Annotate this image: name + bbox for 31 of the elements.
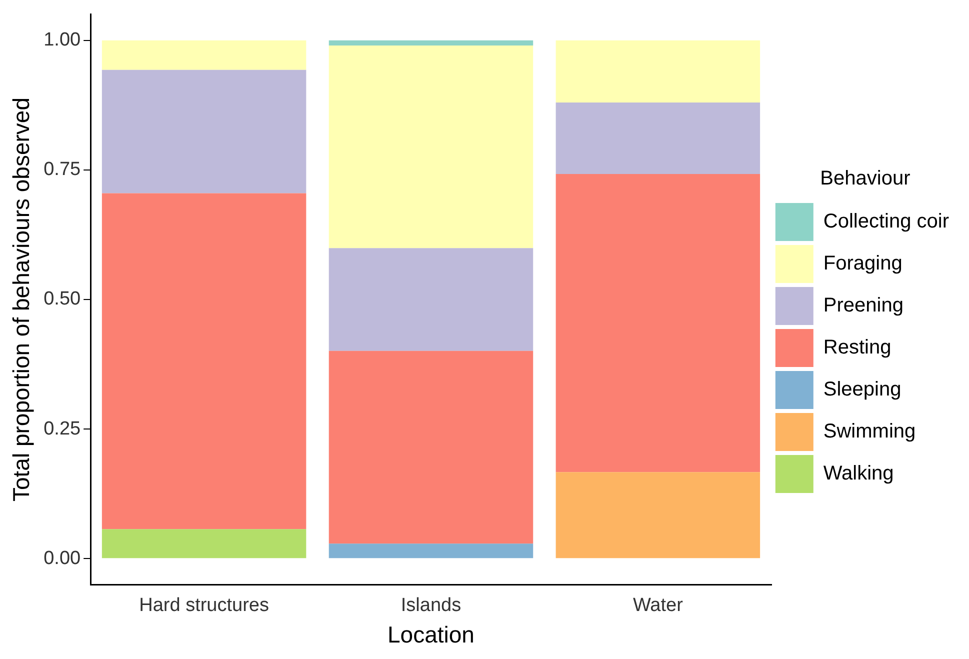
bar	[102, 529, 306, 558]
bar	[556, 472, 760, 558]
bar	[102, 70, 306, 194]
legend-label: Swimming	[823, 420, 916, 443]
legend-label: Preening	[823, 294, 904, 317]
y-tick-label: 1.00	[44, 30, 81, 51]
y-tick-label: 0.00	[44, 548, 81, 569]
bar	[328, 544, 534, 558]
legend-label: Collecting coir	[823, 210, 950, 233]
bar	[102, 193, 306, 530]
x-tick-label: Islands	[400, 595, 462, 616]
y-tick-label: 0.75	[44, 159, 81, 180]
legend-label: Foraging	[823, 252, 902, 275]
bar	[556, 40, 760, 103]
legend-label: Sleeping	[823, 378, 902, 401]
y-tick-label: 0.50	[44, 288, 81, 310]
bar	[328, 248, 534, 351]
legend-title: Behaviour	[820, 168, 911, 190]
x-tick-label: Water	[632, 595, 684, 616]
legend-label: Resting	[823, 336, 892, 359]
y-tick-label: 0.25	[44, 418, 81, 440]
bar	[556, 102, 760, 174]
x-axis-title: Location	[388, 622, 474, 648]
y-axis-title: Total proportion of behaviours observed	[8, 97, 34, 502]
bar	[102, 40, 306, 70]
bar	[556, 174, 760, 472]
bar	[328, 40, 534, 46]
bar	[328, 46, 534, 248]
legend-label: Walking	[823, 462, 894, 485]
bar	[328, 350, 534, 544]
x-tick-label: Hard structures	[139, 595, 269, 616]
